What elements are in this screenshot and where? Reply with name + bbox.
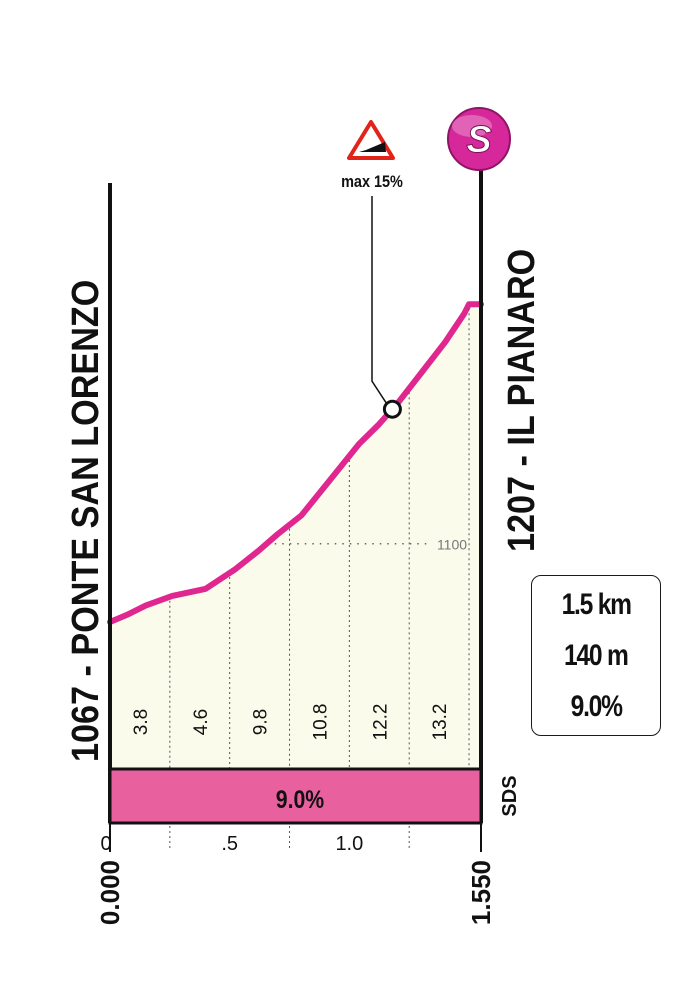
sprint-badge-letter: S — [466, 119, 491, 161]
segment-gradient-label: 3.8 — [131, 709, 152, 735]
incline-icon — [359, 142, 386, 152]
max-gradient-label: max 15% — [341, 173, 403, 191]
segment-gradient-label: 10.8 — [310, 704, 331, 741]
x-tick-label: .5 — [221, 833, 238, 855]
segment-gradient-label: 13.2 — [430, 704, 451, 741]
climb-summary-box: 1.5 km 140 m 9.0% — [531, 575, 661, 736]
segment-gradient-labels: 3.8 4.6 9.8 10.8 12.2 13.2 — [131, 704, 451, 741]
max-gradient-point — [382, 399, 402, 419]
summary-avg-gradient: 9.0% — [570, 690, 622, 723]
x-tick-label: 0 — [100, 833, 111, 855]
sprint-badge-circle — [448, 108, 510, 170]
start-label: 1067 - PONTE SAN LORENZO — [63, 280, 106, 762]
profile-area — [110, 304, 481, 769]
warning-triangle-icon — [347, 120, 395, 160]
profile-layer — [107, 301, 484, 769]
max-gradient-marker: max 15% — [341, 120, 403, 419]
sprint-badge: S — [447, 107, 511, 171]
segment-gradient-label: 9.8 — [251, 709, 272, 735]
summary-distance: 1.5 km — [561, 588, 631, 621]
x-start-label: 0.000 — [95, 860, 125, 925]
x-tick-label: 1.0 — [335, 833, 363, 855]
altitude-gridline-label: 1100 — [437, 537, 467, 553]
x-end-label: 1.550 — [466, 860, 496, 925]
max-gradient-callout-line — [371, 196, 388, 404]
gradient-band-label: 9.0% — [276, 785, 324, 813]
sds-label: SDS — [499, 775, 521, 816]
gridlines — [169, 308, 470, 769]
segment-gradient-label: 12.2 — [370, 704, 391, 741]
gradient-band — [108, 767, 483, 825]
segment-gradient-label: 4.6 — [191, 709, 212, 735]
profile-line — [107, 301, 484, 625]
x-axis-ticks: 0 .5 1.0 — [100, 823, 482, 855]
finish-label: 1207 - IL PIANARO — [499, 249, 542, 552]
summary-gain: 140 m — [564, 639, 629, 672]
